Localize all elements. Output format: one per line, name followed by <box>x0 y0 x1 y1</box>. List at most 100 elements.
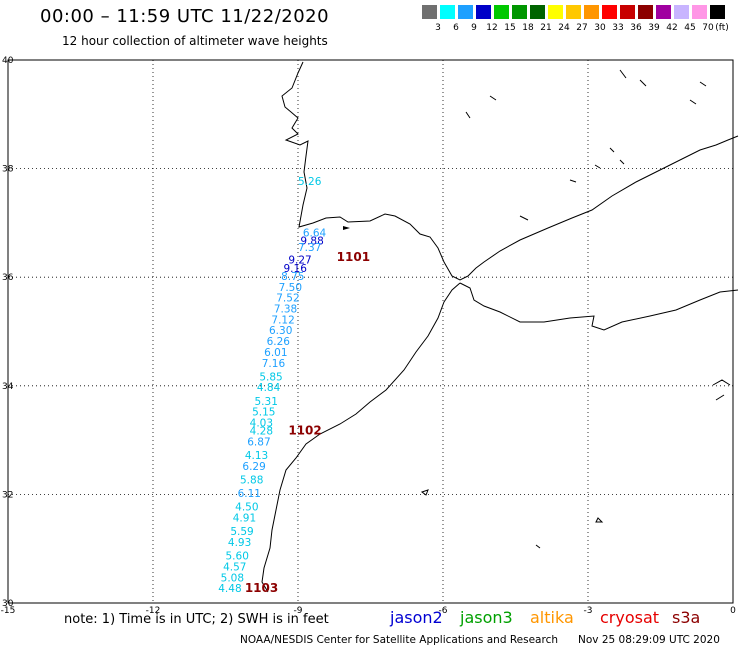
legend-swatch <box>602 5 617 19</box>
island <box>712 379 731 401</box>
legend-swatch <box>710 5 725 19</box>
wave-height-label: 4.93 <box>228 537 251 549</box>
legend-label: 30 <box>594 23 606 33</box>
wave-height-label: 6.64 <box>303 227 327 239</box>
legend-label: 45 <box>684 23 696 33</box>
island <box>535 544 541 549</box>
generation-timestamp: Nov 25 08:29:09 UTC 2020 <box>578 634 720 646</box>
legend-label: 70 <box>702 23 714 33</box>
island <box>595 517 604 523</box>
station-marker <box>343 226 350 230</box>
satellite-s3a: s3a <box>672 608 701 627</box>
legend-label: 39 <box>648 23 660 33</box>
wave-height-label: 6.29 <box>242 461 265 473</box>
legend-label: 12 <box>486 23 498 33</box>
lake <box>465 95 577 221</box>
coastline-iberia-west <box>281 61 469 281</box>
wave-height-label: 4.57 <box>223 561 246 573</box>
legend-label: 6 <box>453 23 459 33</box>
legend-label: 15 <box>504 23 516 33</box>
wave-height-label: 5.88 <box>240 475 263 487</box>
wave-height-label: 5.26 <box>298 176 322 188</box>
wave-height-label: 7.52 <box>276 293 299 305</box>
legend-swatch <box>584 5 599 19</box>
stations: 1101 1102 1103 <box>245 226 370 595</box>
map-border <box>7 59 734 604</box>
track-labels: 5.26 6.649.887.379.279.168.757.507.527.38… <box>218 176 326 595</box>
wave-height-label: 5.60 <box>226 551 249 563</box>
map-subtitle: 12 hour collection of altimeter wave hei… <box>62 34 328 48</box>
satellite-jason2: jason2 <box>390 608 443 627</box>
wave-height-label: 5.85 <box>259 371 282 383</box>
legend-label: 24 <box>558 23 570 33</box>
legend-label: 33 <box>612 23 624 33</box>
satellite-cryosat: cryosat <box>600 608 660 627</box>
lon-tick-label: 0 <box>730 606 736 616</box>
map-title: 00:00 – 11:59 UTC 11/22/2020 <box>40 6 330 27</box>
island <box>619 69 707 105</box>
wave-height-label: 9.16 <box>284 263 308 275</box>
legend-unit: (ft) <box>715 23 729 33</box>
lon-tick-label: -15 <box>1 606 16 616</box>
map-frame <box>7 59 734 604</box>
legend-swatch <box>458 5 473 19</box>
footnote: note: 1) Time is in UTC; 2) SWH is in fe… <box>64 612 329 627</box>
wave-height-label: 6.11 <box>238 488 261 500</box>
wave-height-label: 5.59 <box>230 526 253 538</box>
wave-height-label: 4.48 <box>218 583 241 595</box>
wave-height-label: 7.12 <box>271 314 294 326</box>
wave-height-label: 7.37 <box>298 242 321 254</box>
wave-height-label: 4.13 <box>245 450 268 462</box>
station-label: 1103 <box>245 581 278 595</box>
legend-label: 42 <box>666 23 678 33</box>
satellite-jason3: jason3 <box>460 608 513 627</box>
lon-tick-label: -9 <box>294 606 303 616</box>
coastline-morocco-atlantic <box>261 282 461 593</box>
wave-height-label: 7.16 <box>262 358 286 370</box>
wave-height-label: 9.88 <box>300 236 323 248</box>
legend-label: 36 <box>630 23 642 33</box>
wave-height-label: 6.01 <box>264 347 287 359</box>
coastline <box>261 61 739 593</box>
wave-height-label: 7.38 <box>274 303 297 315</box>
wave-height-label: 4.28 <box>250 426 273 438</box>
legend-swatch <box>530 5 545 19</box>
legend-label: 18 <box>522 23 534 33</box>
coastline-africa <box>459 282 739 331</box>
wave-height-label: 4.91 <box>233 513 256 525</box>
legend-label: 21 <box>540 23 552 33</box>
legend-swatch <box>566 5 581 19</box>
legend-swatch <box>512 5 527 19</box>
legend-swatch <box>494 5 509 19</box>
wave-height-label: 4.03 <box>250 418 273 430</box>
wave-height-label: 6.87 <box>247 437 270 449</box>
legend-swatch <box>620 5 635 19</box>
lat-tick-label: 30 <box>2 599 14 609</box>
island <box>420 489 429 496</box>
legend-label: 3 <box>435 23 441 33</box>
legend-swatch <box>674 5 689 19</box>
wave-height-label: 4.84 <box>257 382 281 394</box>
wave-height-label: 6.26 <box>267 336 291 348</box>
legend-swatch <box>656 5 671 19</box>
legend-label: 27 <box>576 23 588 33</box>
wave-height-label: 4.50 <box>235 502 258 514</box>
wave-height-label: 5.08 <box>221 572 244 584</box>
wave-height-label: 7.50 <box>279 282 302 294</box>
legend-swatch <box>422 5 437 19</box>
credit-line: NOAA/NESDIS Center for Satellite Applica… <box>240 634 558 646</box>
legend-swatch <box>692 5 707 19</box>
legend-swatch <box>440 5 455 19</box>
lon-tick-label: -12 <box>146 606 161 616</box>
legend-swatch <box>638 5 653 19</box>
legend-label: 9 <box>471 23 477 33</box>
island <box>594 147 625 169</box>
satellite-altika: altika <box>530 608 574 627</box>
wave-height-label: 5.31 <box>255 396 278 408</box>
station-label: 1101 <box>337 250 370 264</box>
wave-height-label: 6.30 <box>269 325 292 337</box>
legend-swatch <box>548 5 563 19</box>
station-label: 1102 <box>288 424 321 438</box>
